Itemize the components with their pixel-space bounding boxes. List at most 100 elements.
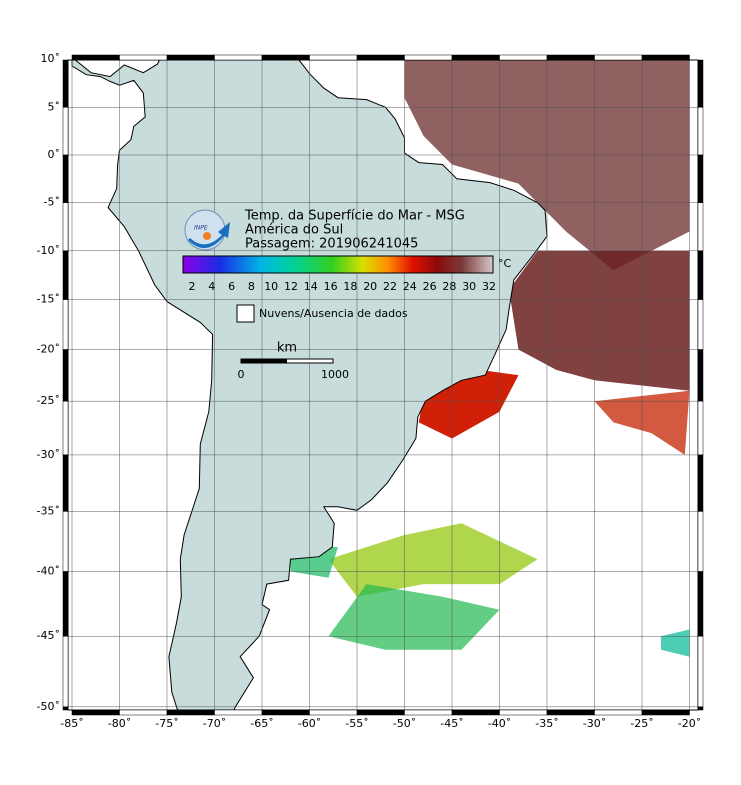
colorbar-tick: 2	[189, 280, 196, 293]
lon-label: -30˚	[583, 717, 606, 730]
border	[62, 635, 69, 708]
lat-label: 0˚	[48, 148, 61, 161]
subtitle: América do Sul	[245, 223, 343, 238]
border	[697, 706, 704, 711]
border	[119, 54, 168, 61]
title: Temp. da Superfície do Mar - MSG	[244, 209, 465, 224]
border	[594, 54, 643, 61]
border	[546, 54, 595, 61]
lon-label: -20˚	[678, 717, 701, 730]
border	[62, 349, 69, 402]
border	[71, 709, 120, 716]
colorbar-tick: 4	[208, 280, 215, 293]
border	[62, 511, 69, 572]
border	[697, 250, 704, 300]
colorbar	[182, 255, 494, 274]
scale-bar-fill	[241, 359, 287, 363]
border	[451, 709, 500, 716]
border	[451, 54, 500, 61]
border	[62, 202, 69, 252]
lon-label: -45˚	[440, 717, 463, 730]
sst-patch	[328, 584, 500, 650]
border	[697, 154, 704, 203]
cloud-swatch	[236, 304, 255, 323]
border	[309, 709, 358, 716]
border	[62, 59, 69, 108]
lat-label: -50˚	[37, 700, 60, 713]
lon-label: -80˚	[108, 717, 131, 730]
lat-label: -15˚	[37, 293, 60, 306]
border	[62, 107, 69, 156]
colorbar-tick: 26	[423, 280, 437, 293]
border	[356, 709, 405, 716]
scale-start: 0	[238, 368, 245, 381]
colorbar-tick: 28	[442, 280, 456, 293]
lat-label: -45˚	[37, 629, 60, 642]
colorbar-tick: 22	[383, 280, 397, 293]
lat-label: -30˚	[37, 448, 60, 461]
border	[697, 511, 704, 572]
lon-label: -60˚	[298, 717, 321, 730]
border	[356, 54, 405, 61]
overlay: INPE Temp. da Superfície do Mar - MSG Am…	[182, 209, 512, 381]
lat-label: 5˚	[48, 100, 61, 113]
border	[697, 349, 704, 402]
colorbar-tick: 30	[462, 280, 476, 293]
border	[62, 400, 69, 456]
border	[62, 706, 69, 711]
cloud-label: Nuvens/Ausencia de dados	[259, 307, 408, 320]
lat-label: -10˚	[37, 244, 60, 257]
lat-label: -25˚	[37, 394, 60, 407]
border	[499, 54, 548, 61]
border	[404, 709, 453, 716]
border	[261, 54, 310, 61]
scale-end: 1000	[321, 368, 349, 381]
colorbar-tick: 6	[228, 280, 235, 293]
lat-label: -35˚	[37, 504, 60, 517]
border	[546, 709, 595, 716]
border	[697, 635, 704, 708]
sst-patch	[328, 523, 538, 597]
border	[309, 54, 358, 61]
lat-label: -5˚	[44, 196, 60, 209]
border	[62, 454, 69, 512]
border	[594, 709, 643, 716]
sst-patch	[509, 250, 690, 391]
map-area	[68, 60, 698, 710]
colorbar-tick: 8	[248, 280, 255, 293]
lon-label: -55˚	[345, 717, 368, 730]
pass: Passagem: 201906241045	[245, 237, 418, 252]
lon-label: -40˚	[488, 717, 511, 730]
colorbar-tick: 14	[304, 280, 318, 293]
colorbar-tick: 10	[264, 280, 278, 293]
border	[214, 54, 263, 61]
logo-text: INPE	[194, 225, 208, 232]
lon-label: -25˚	[630, 717, 653, 730]
lat-label: -20˚	[37, 343, 60, 356]
lon-label: -50˚	[393, 717, 416, 730]
lon-label: -75˚	[155, 717, 178, 730]
colorbar-tick: 24	[403, 280, 417, 293]
logo-dot	[203, 232, 211, 240]
border	[697, 107, 704, 156]
border	[697, 202, 704, 252]
border	[641, 709, 690, 716]
lon-label: -35˚	[535, 717, 558, 730]
border	[62, 250, 69, 300]
lon-label: -85˚	[60, 717, 83, 730]
border	[697, 59, 704, 108]
border	[71, 54, 120, 61]
border	[261, 709, 310, 716]
scale-unit: km	[277, 341, 297, 356]
lat-label: 10˚	[41, 52, 61, 65]
border	[697, 299, 704, 350]
border	[62, 299, 69, 350]
lon-label: -65˚	[250, 717, 273, 730]
colorbar-tick: 32	[482, 280, 496, 293]
border	[404, 54, 453, 61]
border	[214, 709, 263, 716]
colorbar-tick: 20	[363, 280, 377, 293]
border	[697, 571, 704, 637]
colorbar-tick: 18	[343, 280, 357, 293]
